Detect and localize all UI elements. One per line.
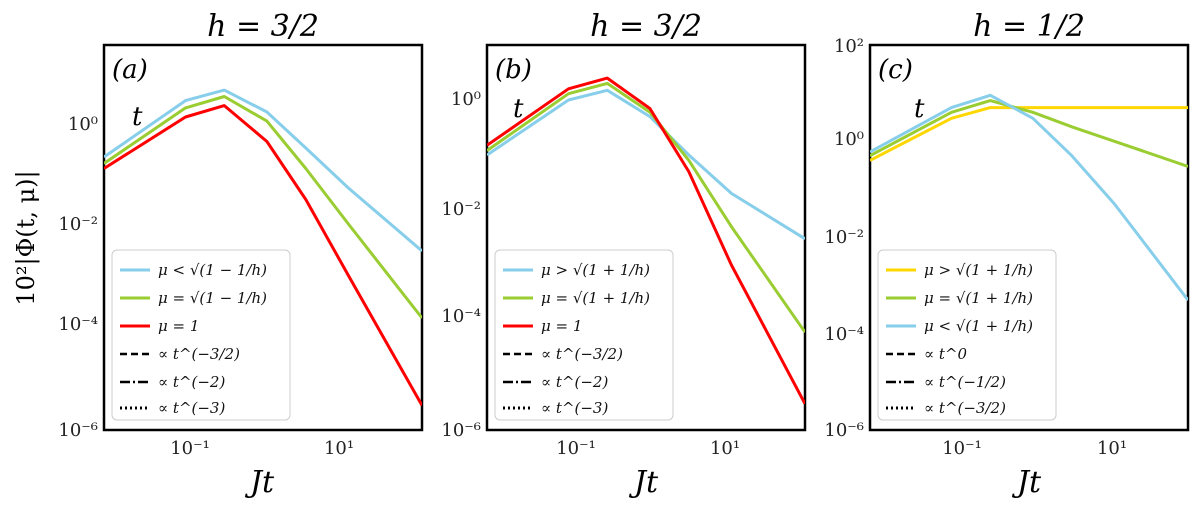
panel-a-annotation: t <box>132 102 143 132</box>
panel-b-legend-label-0: μ > √(1 + 1/h) <box>541 261 650 279</box>
panel-b-legend-label-1: μ = √(1 + 1/h) <box>541 289 650 307</box>
panel-b-xtick-1: 10¹ <box>710 438 740 459</box>
panel-c-xlabel: Jt <box>1011 465 1042 500</box>
panel-c: h = 1/2 (c) t 10² 10⁰ 10⁻² 10⁻⁴ 10⁻⁶ 10⁻… <box>824 9 1190 500</box>
panel-a-legend: μ < √(1 − 1/h) μ = √(1 − 1/h) μ = 1 ∝ t^… <box>111 249 291 421</box>
panel-a-ytick-3: 10⁻⁶ <box>58 420 98 441</box>
panel-c-legend-box <box>877 249 1057 421</box>
panel-a-ytick-0: 10⁰ <box>68 114 98 135</box>
panel-c-xtick-0: 10⁻¹ <box>942 438 982 459</box>
panel-b-legend-box <box>494 249 674 421</box>
panel-a-frame <box>102 43 424 432</box>
panel-a-series-0 <box>104 88 422 253</box>
panel-c-series-0 <box>870 106 1188 162</box>
panel-c-title: h = 1/2 <box>973 9 1085 44</box>
panel-c-frame <box>868 43 1190 432</box>
panel-a-series-2 <box>104 104 422 407</box>
panel-b-legend-label-4: ∝ t^(−2) <box>541 373 608 391</box>
panel-a-legend-label-4: ∝ t^(−2) <box>158 373 225 391</box>
panel-c-ytick-1: 10⁰ <box>834 129 864 150</box>
panel-b-ytick-0: 10⁰ <box>451 89 481 110</box>
panel-c-legend-label-0: μ > √(1 + 1/h) <box>924 261 1033 279</box>
panel-b: h = 3/2 (b) t 10⁰ 10⁻² 10⁻⁴ 10⁻⁶ 10⁻¹ 10… <box>441 9 807 500</box>
panel-c-ytick-4: 10⁻⁶ <box>824 420 864 441</box>
panel-c-ytick-0: 10² <box>834 36 864 57</box>
panel-c-legend-label-3: ∝ t^0 <box>924 345 968 363</box>
panel-a-legend-box <box>111 249 291 421</box>
panel-b-legend-label-5: ∝ t^(−3) <box>541 399 608 417</box>
panel-b-ytick-1: 10⁻² <box>441 199 481 220</box>
panel-a-series-1 <box>104 95 422 319</box>
panel-c-series-2 <box>870 93 1188 302</box>
panel-b-xtick-0: 10⁻¹ <box>556 438 596 459</box>
panel-c-ytick-2: 10⁻² <box>824 227 864 248</box>
panel-b-ytick-3: 10⁻⁶ <box>441 420 481 441</box>
panel-a-ytick-1: 10⁻² <box>58 214 98 235</box>
panel-c-series-1 <box>870 99 1188 168</box>
panel-b-series-1 <box>487 81 805 334</box>
panel-c-xtick-1: 10¹ <box>1097 438 1127 459</box>
panel-a-legend-label-3: ∝ t^(−3/2) <box>158 345 240 363</box>
panel-c-legend-label-2: μ < √(1 + 1/h) <box>924 317 1033 335</box>
panel-b-annotation: t <box>513 94 524 124</box>
panel-a-plot <box>104 88 422 407</box>
panel-c-annotation: t <box>914 94 925 124</box>
panel-a-xlabel: Jt <box>244 465 275 500</box>
panel-c-plot <box>870 93 1188 302</box>
panel-b-series-0 <box>487 88 805 241</box>
panel-b-tag: (b) <box>495 55 532 85</box>
panel-c-legend-label-1: μ = √(1 + 1/h) <box>924 289 1033 307</box>
panel-c-legend-label-5: ∝ t^(−3/2) <box>924 399 1006 417</box>
panel-c-legend: μ > √(1 + 1/h) μ = √(1 + 1/h) μ < √(1 + … <box>877 249 1057 421</box>
panel-a-legend-label-1: μ = √(1 − 1/h) <box>158 289 267 307</box>
panel-b-legend-label-3: ∝ t^(−3/2) <box>541 345 623 363</box>
panel-b-legend-label-2: μ = 1 <box>541 317 582 335</box>
panel-a-tag: (a) <box>112 55 148 85</box>
panel-c-tag: (c) <box>878 55 913 85</box>
panel-b-plot <box>487 76 805 405</box>
panel-a-xtick-0: 10⁻¹ <box>170 438 210 459</box>
panel-a-legend-label-0: μ < √(1 − 1/h) <box>158 261 267 279</box>
panel-a-legend-label-2: μ = 1 <box>158 317 199 335</box>
panel-c-ytick-3: 10⁻⁴ <box>824 324 864 345</box>
panel-b-ytick-2: 10⁻⁴ <box>441 306 481 327</box>
panel-b-title: h = 3/2 <box>590 9 702 44</box>
panel-a: h = 3/2 (a) t 10⁰ 10⁻² 10⁻⁴ 10⁻⁶ 10⁻¹ 10… <box>58 9 424 500</box>
panel-a-legend-label-5: ∝ t^(−3) <box>158 399 225 417</box>
panel-a-title: h = 3/2 <box>207 9 319 44</box>
panel-b-legend: μ > √(1 + 1/h) μ = √(1 + 1/h) μ = 1 ∝ t^… <box>494 249 674 421</box>
panel-c-legend-label-4: ∝ t^(−1/2) <box>924 373 1006 391</box>
panel-a-xtick-1: 10¹ <box>324 438 354 459</box>
panel-b-xlabel: Jt <box>628 465 659 500</box>
panel-a-ytick-2: 10⁻⁴ <box>58 314 98 335</box>
panel-b-series-2 <box>487 76 805 405</box>
figure-ylabel: 10²|Φ(t, μ)| <box>12 170 41 305</box>
